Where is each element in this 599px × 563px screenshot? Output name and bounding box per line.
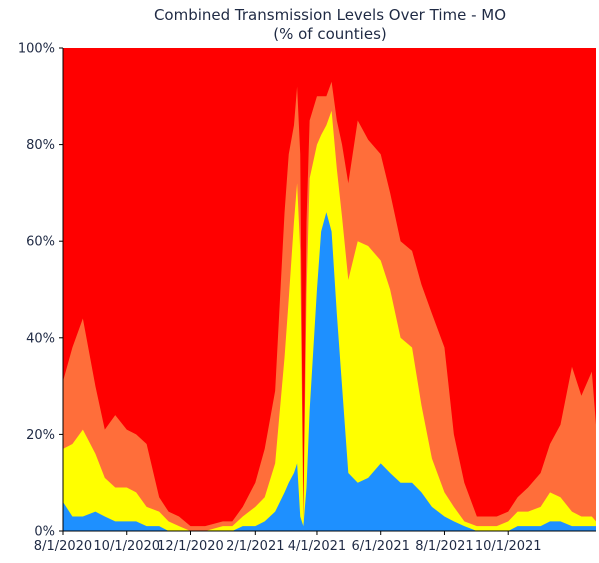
chart-title: Combined Transmission Levels Over Time -… [154, 6, 506, 24]
x-tick-label: 2/1/2021 [226, 539, 284, 554]
y-tick-label: 80% [26, 138, 55, 153]
y-tick-label: 0% [34, 525, 55, 540]
x-tick-label: 6/1/2021 [352, 539, 410, 554]
y-tick-label: 100% [18, 42, 55, 57]
x-tick-label: 8/1/2021 [415, 539, 473, 554]
x-tick-label: 8/1/2020 [34, 539, 92, 554]
x-tick-label: 4/1/2021 [288, 539, 346, 554]
x-tick-label: 10/1/2020 [93, 539, 160, 554]
y-tick-label: 40% [26, 331, 55, 346]
plot-area [63, 48, 596, 531]
y-tick-label: 20% [26, 428, 55, 443]
chart-subtitle: (% of counties) [273, 25, 386, 43]
x-tick-label: 12/1/2020 [157, 539, 224, 554]
y-tick-label: 60% [26, 235, 55, 250]
x-tick-label: 10/1/2021 [475, 539, 542, 554]
area-low [63, 212, 596, 531]
y-axis: 0% 20% 40% 60% 80% 100% [18, 42, 64, 540]
